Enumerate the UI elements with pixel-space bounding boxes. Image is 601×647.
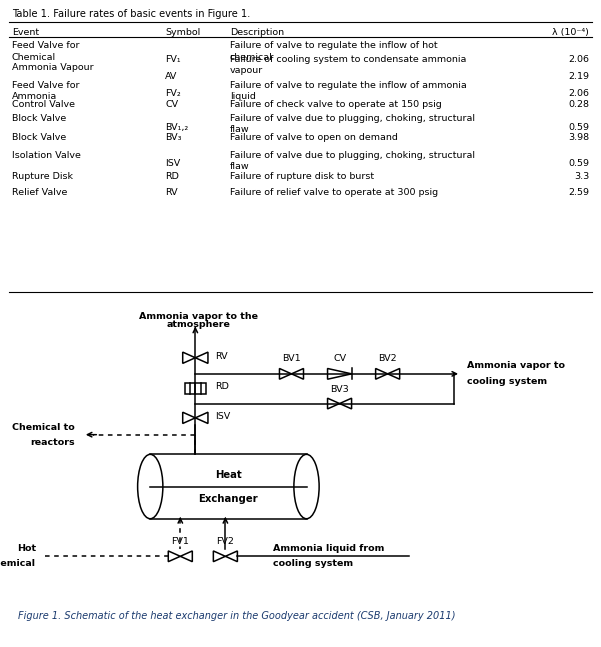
- Text: Ammonia vapor to: Ammonia vapor to: [467, 361, 565, 370]
- Text: Block Valve: Block Valve: [12, 133, 66, 142]
- Text: reactors: reactors: [31, 437, 75, 446]
- Text: FV₂: FV₂: [165, 89, 181, 98]
- Text: chemical: chemical: [0, 559, 36, 568]
- Bar: [185, 382, 206, 393]
- Text: Feed Valve for
Chemical: Feed Valve for Chemical: [12, 41, 79, 61]
- Text: Rupture Disk: Rupture Disk: [12, 172, 73, 181]
- Text: 0.28: 0.28: [568, 100, 589, 109]
- Text: 3.98: 3.98: [568, 133, 589, 142]
- Text: Ammonia vapor to the: Ammonia vapor to the: [139, 313, 258, 322]
- Text: FV2: FV2: [216, 536, 234, 545]
- Text: BV₃: BV₃: [165, 133, 182, 142]
- Ellipse shape: [138, 454, 163, 519]
- Text: 2.06: 2.06: [568, 54, 589, 63]
- Text: λ (10⁻⁴): λ (10⁻⁴): [552, 28, 589, 38]
- Text: Failure of valve due to plugging, choking, structural
flaw: Failure of valve due to plugging, chokin…: [230, 151, 475, 171]
- Text: Failure of valve due to plugging, choking, structural
flaw: Failure of valve due to plugging, chokin…: [230, 115, 475, 135]
- Text: Ammonia Vapour: Ammonia Vapour: [12, 63, 94, 72]
- Text: Event: Event: [12, 28, 39, 38]
- Text: Failure of cooling system to condensate ammonia
vapour: Failure of cooling system to condensate …: [230, 54, 466, 74]
- Text: FV₁: FV₁: [165, 54, 181, 63]
- Text: Hot: Hot: [17, 544, 36, 553]
- Text: AV: AV: [165, 72, 177, 81]
- Text: CV: CV: [333, 354, 346, 363]
- Text: Relief Valve: Relief Valve: [12, 188, 67, 197]
- Text: Failure of valve to open on demand: Failure of valve to open on demand: [230, 133, 398, 142]
- Text: Control Valve: Control Valve: [12, 100, 75, 109]
- Text: Exchanger: Exchanger: [198, 494, 258, 505]
- Text: Heat: Heat: [215, 470, 242, 480]
- Text: cooling system: cooling system: [467, 377, 547, 386]
- Text: 3.3: 3.3: [574, 172, 589, 181]
- Text: 2.19: 2.19: [568, 72, 589, 81]
- Text: Table 1. Failure rates of basic events in Figure 1.: Table 1. Failure rates of basic events i…: [12, 9, 250, 19]
- Text: 0.59: 0.59: [568, 159, 589, 168]
- Text: Symbol: Symbol: [165, 28, 200, 38]
- Bar: [150, 454, 307, 519]
- Text: RV: RV: [215, 352, 228, 361]
- Text: BV₁,₂: BV₁,₂: [165, 123, 188, 132]
- Text: Feed Valve for
Ammonia: Feed Valve for Ammonia: [12, 81, 79, 101]
- Text: 0.59: 0.59: [568, 123, 589, 132]
- Text: Figure 1. Schematic of the heat exchanger in the Goodyear accident (CSB, January: Figure 1. Schematic of the heat exchange…: [18, 611, 456, 621]
- Text: Failure of rupture disk to burst: Failure of rupture disk to burst: [230, 172, 374, 181]
- Text: ISV: ISV: [165, 159, 180, 168]
- Text: BV2: BV2: [379, 354, 397, 363]
- Text: CV: CV: [165, 100, 178, 109]
- Text: RV: RV: [165, 188, 178, 197]
- Text: FV1: FV1: [171, 536, 189, 545]
- Text: Ammonia liquid from: Ammonia liquid from: [273, 544, 385, 553]
- Ellipse shape: [294, 454, 319, 519]
- Text: BV1: BV1: [282, 354, 300, 363]
- Text: Failure of relief valve to operate at 300 psig: Failure of relief valve to operate at 30…: [230, 188, 438, 197]
- Text: Failure of valve to regulate the inflow of hot
chemical: Failure of valve to regulate the inflow …: [230, 41, 438, 61]
- Text: BV3: BV3: [330, 384, 349, 393]
- Text: Block Valve: Block Valve: [12, 115, 66, 123]
- Text: cooling system: cooling system: [273, 559, 353, 568]
- Text: Description: Description: [230, 28, 284, 38]
- Text: 2.59: 2.59: [568, 188, 589, 197]
- Text: ISV: ISV: [215, 412, 230, 421]
- Text: Chemical to: Chemical to: [13, 422, 75, 432]
- Text: RD: RD: [215, 382, 229, 391]
- Text: Failure of check valve to operate at 150 psig: Failure of check valve to operate at 150…: [230, 100, 442, 109]
- Text: atmosphere: atmosphere: [166, 320, 230, 329]
- Text: Isolation Valve: Isolation Valve: [12, 151, 81, 160]
- Text: Failure of valve to regulate the inflow of ammonia
liquid: Failure of valve to regulate the inflow …: [230, 81, 466, 101]
- Text: 2.06: 2.06: [568, 89, 589, 98]
- Text: RD: RD: [165, 172, 179, 181]
